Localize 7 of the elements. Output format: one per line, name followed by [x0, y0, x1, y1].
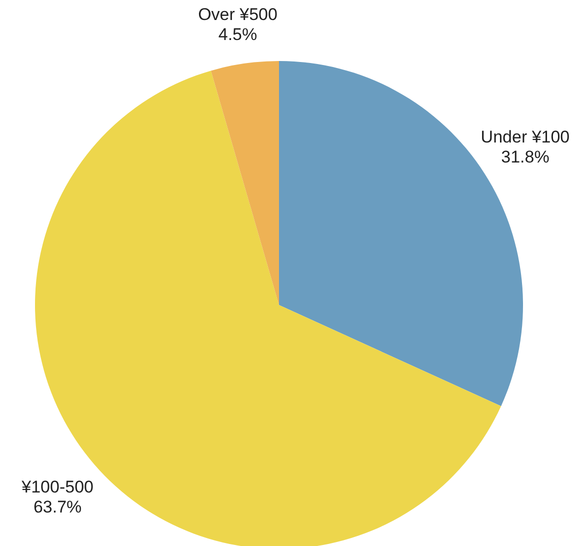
pie-slice [210, 61, 279, 305]
slice-label: ¥100-500 [20, 478, 94, 497]
data-label: 31.8% [501, 148, 550, 167]
data-label: 4.5% [218, 25, 258, 44]
data-label: 63.7% [33, 498, 82, 517]
slice-label: Over ¥500 [198, 5, 278, 24]
slice-label: Under ¥100 [480, 128, 570, 147]
